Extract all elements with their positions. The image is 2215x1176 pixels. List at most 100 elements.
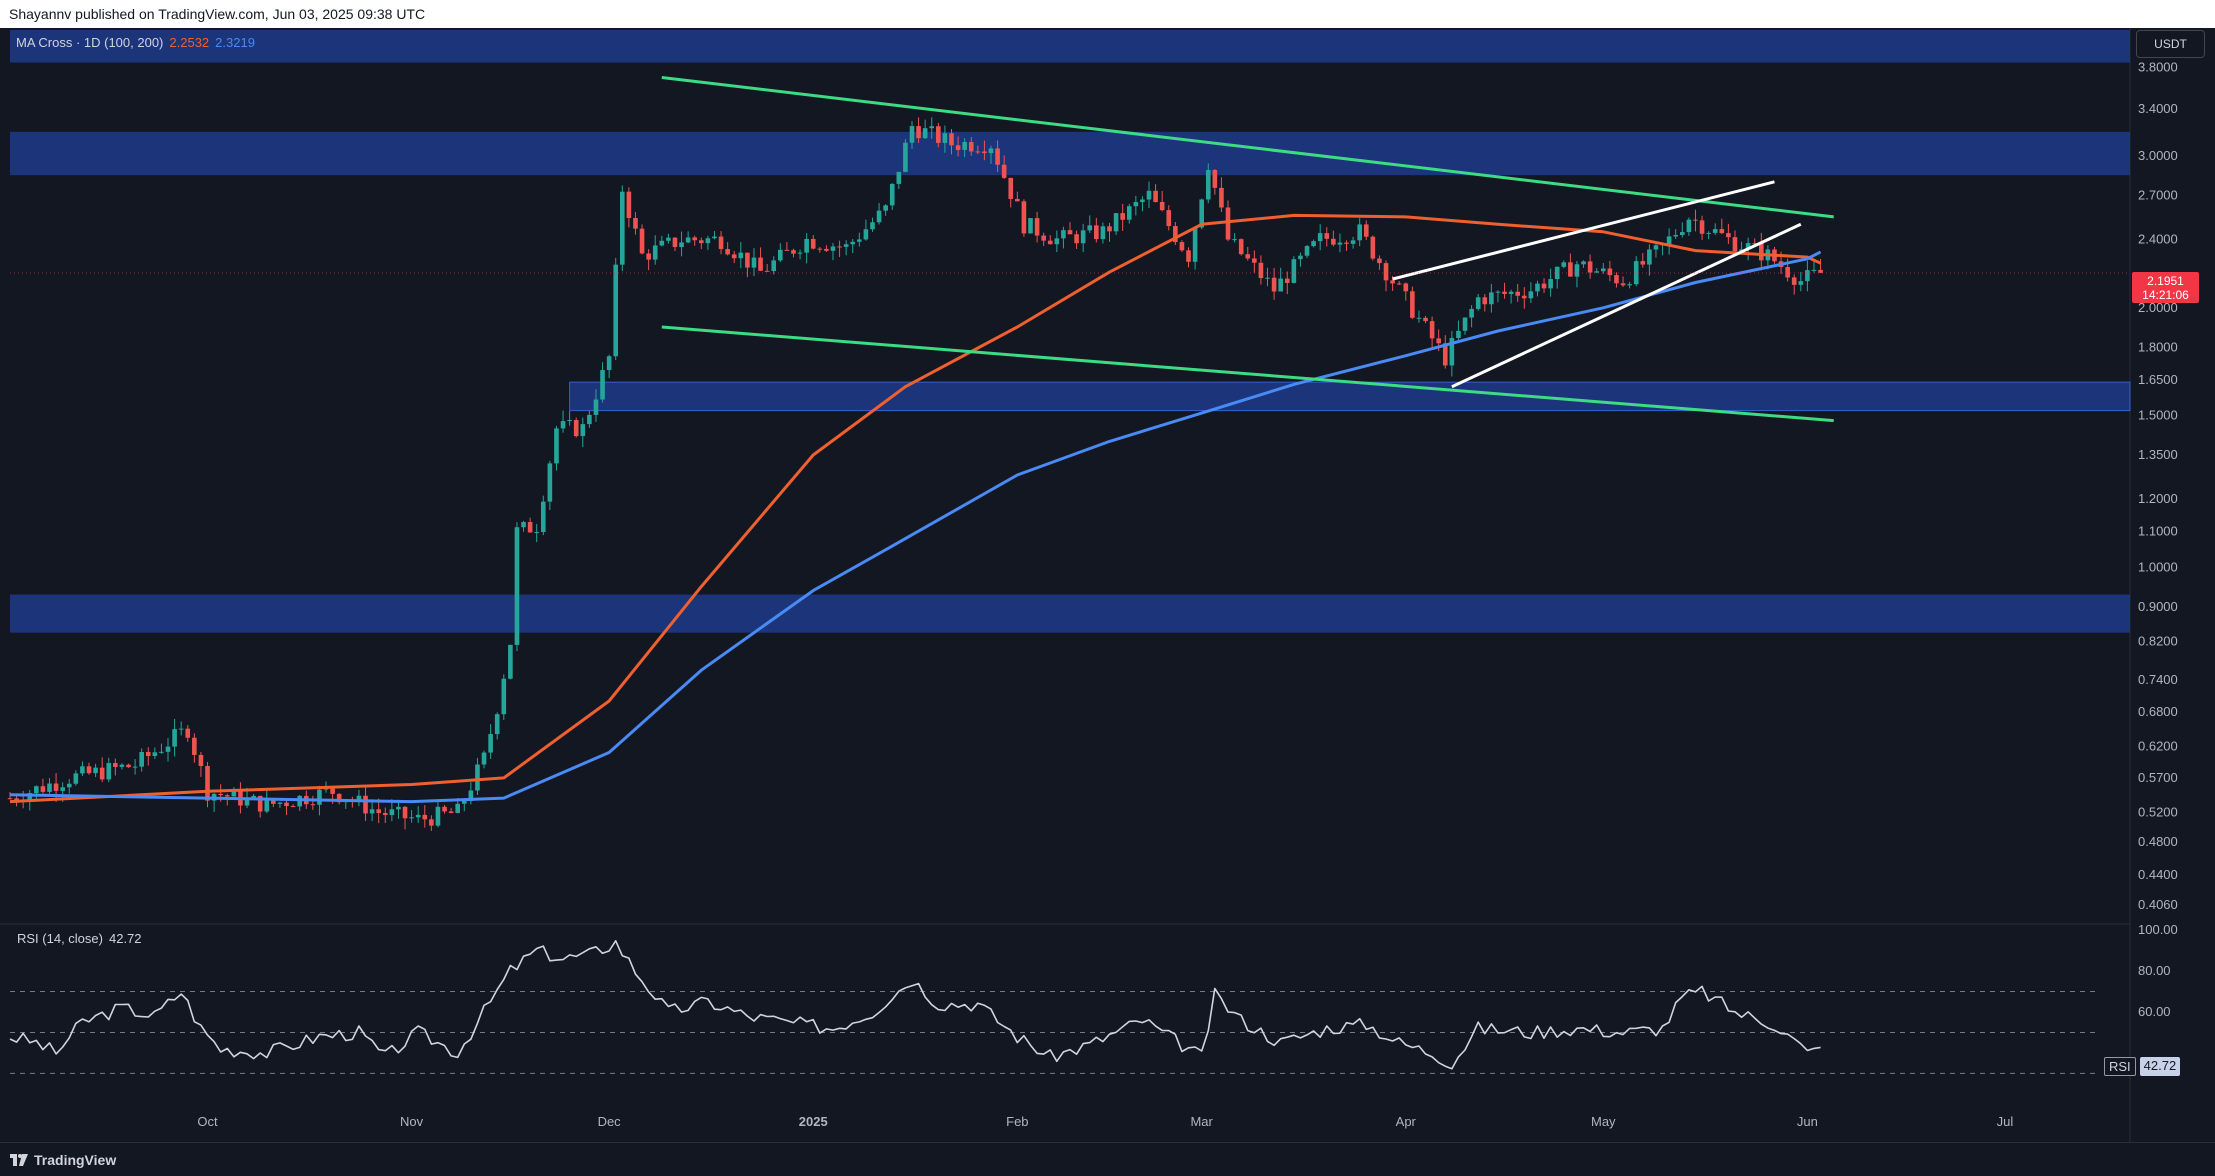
candle — [692, 235, 698, 246]
chart-canvas[interactable]: 3.8000 3.4000 3.0000 2.7000 2.4000 2.0000 1.80… — [0, 28, 2215, 1142]
candle-body — [1080, 230, 1086, 244]
candle-body — [1324, 233, 1330, 239]
candle — [554, 425, 559, 471]
candle — [1146, 181, 1152, 208]
time-tick-label: 2025 — [799, 1114, 828, 1129]
candle-body — [1252, 258, 1257, 263]
candle — [1554, 266, 1560, 289]
candle — [1278, 267, 1283, 292]
candle-body — [508, 644, 513, 679]
candle-body — [1462, 317, 1468, 331]
candle — [949, 128, 954, 155]
currency-button[interactable]: USDT — [2136, 30, 2205, 58]
candle — [1232, 233, 1237, 243]
candle — [705, 235, 711, 250]
candle-body — [646, 253, 651, 260]
candle-body — [1390, 280, 1395, 284]
candle-body — [1205, 169, 1211, 200]
candle-body — [330, 788, 335, 794]
rsi-legend-value: 42.72 — [108, 931, 142, 946]
candle — [929, 117, 935, 139]
candle — [40, 778, 46, 794]
candle-body — [1133, 202, 1139, 207]
candle — [1732, 230, 1738, 253]
candle-body — [1541, 283, 1547, 289]
candle-body — [1614, 275, 1619, 284]
candle — [159, 743, 164, 754]
tradingview-logo[interactable]: TradingView — [10, 1152, 116, 1168]
candle — [679, 231, 684, 257]
candle-body — [712, 236, 717, 239]
candle — [988, 145, 994, 164]
candle-body — [257, 795, 263, 812]
candle — [837, 240, 842, 258]
candle — [593, 389, 599, 422]
candle — [336, 793, 342, 805]
candle-body — [804, 238, 809, 253]
candle — [659, 235, 665, 247]
candle — [889, 183, 895, 210]
candle — [1712, 223, 1718, 236]
candle — [1034, 211, 1040, 243]
ma-cross-legend[interactable]: MA Cross · 1D (100, 200) 2.2532 2.3219 — [16, 35, 255, 50]
candle — [1140, 196, 1145, 212]
candle-body — [1028, 218, 1033, 234]
candle-body — [1061, 230, 1066, 239]
candle — [1126, 203, 1132, 224]
candle-body — [224, 795, 230, 797]
candle-body — [53, 783, 59, 791]
candle — [1574, 261, 1580, 288]
candle — [93, 763, 98, 778]
candle — [1284, 271, 1290, 295]
candle-body — [1653, 245, 1659, 250]
rsi-badge-value: 42.72 — [2139, 1057, 2181, 1076]
candle-body — [1759, 243, 1764, 261]
candle — [376, 798, 381, 824]
candle — [534, 523, 540, 543]
publisher-text: Shayannv published on TradingView.com, J… — [9, 6, 426, 22]
candle-body — [1350, 240, 1356, 244]
price-tick-label: 0.8200 — [2138, 634, 2178, 649]
candle-body — [1805, 270, 1810, 282]
candle — [646, 249, 651, 271]
candle-body — [317, 789, 322, 805]
candle-body — [488, 734, 493, 753]
candle — [1370, 235, 1376, 261]
candle-body — [929, 126, 935, 129]
candle-body — [1271, 277, 1277, 292]
candle-body — [837, 246, 842, 248]
candle-body — [1785, 266, 1790, 278]
candle — [1607, 260, 1613, 282]
candle-body — [745, 252, 750, 268]
candle — [1410, 286, 1415, 320]
candle-body — [778, 249, 783, 261]
candle-body — [1449, 338, 1455, 366]
candle — [1423, 315, 1428, 324]
candle — [1726, 223, 1731, 244]
candle — [1173, 222, 1178, 245]
candle — [1791, 274, 1797, 295]
candle-body — [936, 126, 941, 143]
candle-body — [534, 532, 540, 534]
candle-body — [455, 803, 461, 813]
candle-body — [1337, 242, 1343, 245]
candle-body — [1429, 321, 1435, 339]
candle — [1100, 222, 1106, 244]
candle — [666, 233, 671, 244]
candle-body — [1153, 190, 1158, 202]
candle — [1614, 272, 1619, 288]
candle — [718, 231, 724, 255]
candle-body — [165, 746, 171, 752]
candle-body — [764, 270, 770, 272]
rsi-legend[interactable]: RSI (14, close) 42.72 — [17, 931, 142, 946]
price-tick-label: 2.7000 — [2138, 187, 2178, 202]
ma200-value: 2.3219 — [215, 35, 255, 50]
candle-body — [1219, 187, 1224, 208]
candle-body — [93, 767, 98, 774]
candle — [488, 724, 493, 759]
candle-body — [60, 787, 65, 791]
candle-body — [666, 237, 671, 241]
candle-body — [1278, 278, 1283, 292]
candle-body — [429, 819, 434, 826]
